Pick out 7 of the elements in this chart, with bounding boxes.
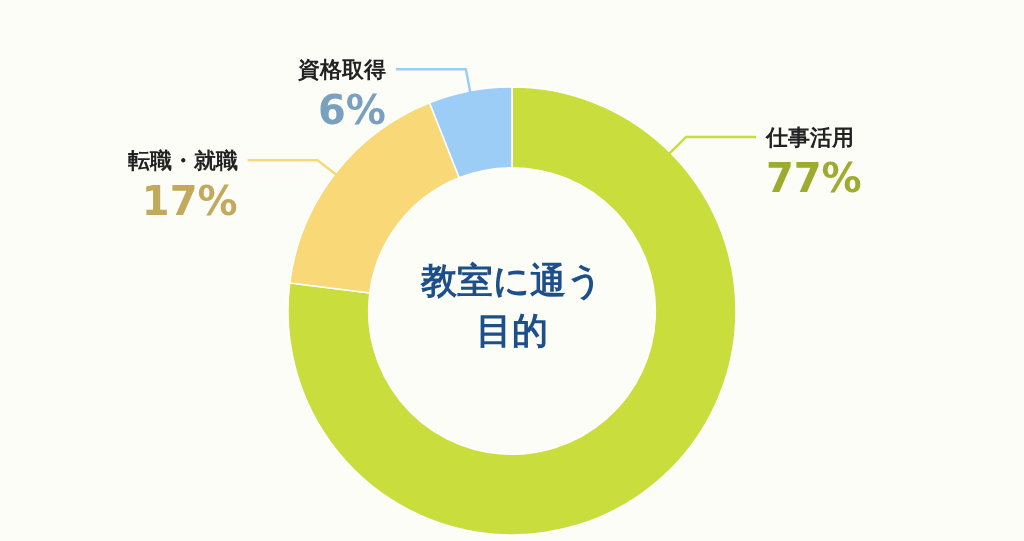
- slice-label: 仕事活用: [764, 125, 854, 151]
- data-label: 6%: [317, 87, 386, 134]
- slice-label: 転職・就職: [127, 148, 238, 174]
- data-label: 77%: [765, 155, 862, 202]
- text: 教室に通う目的: [419, 259, 604, 353]
- slice-label: 資格取得: [296, 57, 386, 83]
- data-label: 17%: [141, 178, 238, 225]
